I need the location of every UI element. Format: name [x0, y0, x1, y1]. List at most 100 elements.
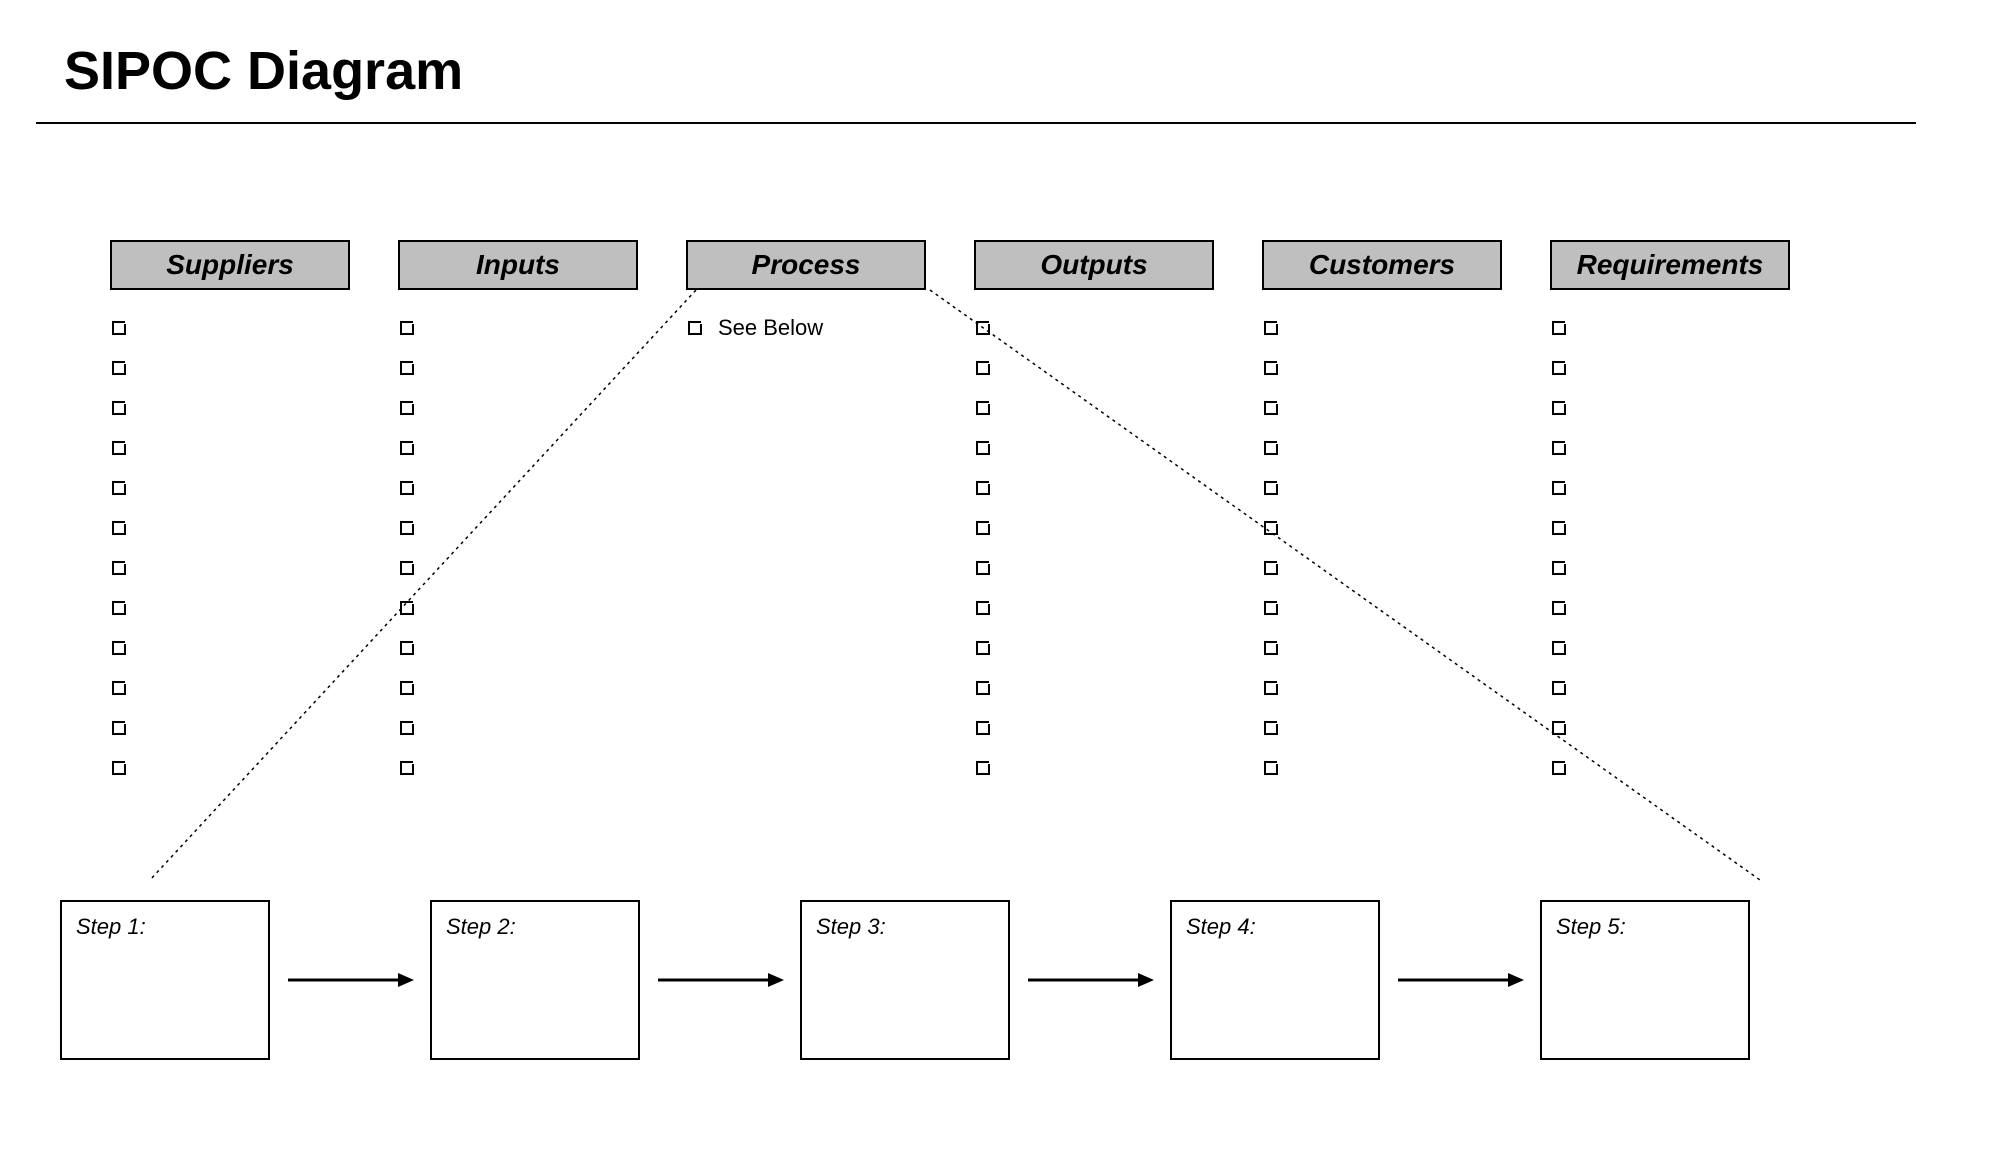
step-box-5: Step 5:	[1540, 900, 1750, 1060]
step-label: Step 1:	[76, 914, 254, 940]
list-item	[398, 668, 638, 708]
column-header-inputs: Inputs	[398, 240, 638, 290]
process-steps-row: Step 1: Step 2: Step 3: Step 4: Step 5:	[60, 900, 1750, 1060]
list-item: See Below	[686, 308, 926, 348]
bullet-icon	[974, 399, 992, 417]
list-item	[110, 748, 350, 788]
bullet-icon	[1262, 719, 1280, 737]
list-item	[974, 468, 1214, 508]
list-item	[398, 628, 638, 668]
list-item	[1550, 508, 1790, 548]
column-requirements: Requirements	[1550, 240, 1790, 788]
list-item	[1550, 588, 1790, 628]
list-item	[1550, 628, 1790, 668]
arrow-icon	[640, 965, 800, 995]
bullet-icon	[110, 479, 128, 497]
column-inputs: Inputs	[398, 240, 638, 788]
list-item	[1550, 668, 1790, 708]
step-label: Step 5:	[1556, 914, 1734, 940]
list-item	[1550, 308, 1790, 348]
list-item	[110, 388, 350, 428]
list-item	[1550, 748, 1790, 788]
bullet-icon	[1262, 559, 1280, 577]
bullet-icon	[974, 599, 992, 617]
list-item	[398, 548, 638, 588]
bullet-icon	[398, 439, 416, 457]
list-item	[974, 308, 1214, 348]
bullet-icon	[974, 719, 992, 737]
step-box-1: Step 1:	[60, 900, 270, 1060]
bullet-icon	[974, 759, 992, 777]
step-box-2: Step 2:	[430, 900, 640, 1060]
column-outputs: Outputs	[974, 240, 1214, 788]
bullet-icon	[398, 399, 416, 417]
bullet-icon	[1550, 479, 1568, 497]
list-item	[1262, 628, 1502, 668]
arrow-icon	[1010, 965, 1170, 995]
bullet-icon	[110, 399, 128, 417]
list-item	[110, 588, 350, 628]
list-item	[110, 348, 350, 388]
list-item	[1550, 348, 1790, 388]
bullet-icon	[974, 559, 992, 577]
bullet-icon	[398, 479, 416, 497]
list-item	[974, 628, 1214, 668]
bullet-icon	[398, 559, 416, 577]
bullet-icon	[398, 319, 416, 337]
step-label: Step 2:	[446, 914, 624, 940]
column-header-requirements: Requirements	[1550, 240, 1790, 290]
bullet-icon	[110, 639, 128, 657]
list-item	[974, 508, 1214, 548]
column-header-customers: Customers	[1262, 240, 1502, 290]
bullet-icon	[1262, 439, 1280, 457]
bullet-icon	[398, 679, 416, 697]
list-item	[974, 548, 1214, 588]
bullet-icon	[1550, 599, 1568, 617]
bullet-icon	[110, 359, 128, 377]
arrow-icon	[270, 965, 430, 995]
bullet-icon	[974, 439, 992, 457]
list-item	[110, 508, 350, 548]
list-item	[1262, 668, 1502, 708]
bullet-icon	[1550, 719, 1568, 737]
bullet-icon	[1262, 599, 1280, 617]
bullet-icon	[1550, 559, 1568, 577]
bullet-icon	[1550, 319, 1568, 337]
bullet-icon	[110, 439, 128, 457]
list-item	[974, 348, 1214, 388]
list-item	[110, 308, 350, 348]
bullet-icon	[398, 519, 416, 537]
column-header-process: Process	[686, 240, 926, 290]
bullet-icon	[110, 719, 128, 737]
bullet-icon	[974, 679, 992, 697]
list-item	[398, 308, 638, 348]
list-item	[398, 348, 638, 388]
list-item	[1550, 428, 1790, 468]
bullet-icon	[398, 639, 416, 657]
step-box-4: Step 4:	[1170, 900, 1380, 1060]
page-title: SIPOC Diagram	[64, 40, 463, 102]
bullet-icon	[1550, 399, 1568, 417]
list-item	[398, 428, 638, 468]
list-item	[398, 708, 638, 748]
list-item	[1262, 348, 1502, 388]
list-item	[110, 428, 350, 468]
list-item	[974, 388, 1214, 428]
list-item	[974, 668, 1214, 708]
bullet-icon	[110, 559, 128, 577]
bullet-icon	[110, 519, 128, 537]
bullet-icon	[974, 479, 992, 497]
bullet-icon	[1262, 639, 1280, 657]
bullet-icon	[1262, 519, 1280, 537]
list-item	[110, 708, 350, 748]
list-item	[974, 748, 1214, 788]
list-item	[110, 668, 350, 708]
column-header-outputs: Outputs	[974, 240, 1214, 290]
step-label: Step 3:	[816, 914, 994, 940]
bullet-icon	[686, 319, 704, 337]
bullet-icon	[398, 599, 416, 617]
column-suppliers: Suppliers	[110, 240, 350, 788]
list-item	[1550, 708, 1790, 748]
list-item	[1550, 388, 1790, 428]
bullet-icon	[1550, 359, 1568, 377]
